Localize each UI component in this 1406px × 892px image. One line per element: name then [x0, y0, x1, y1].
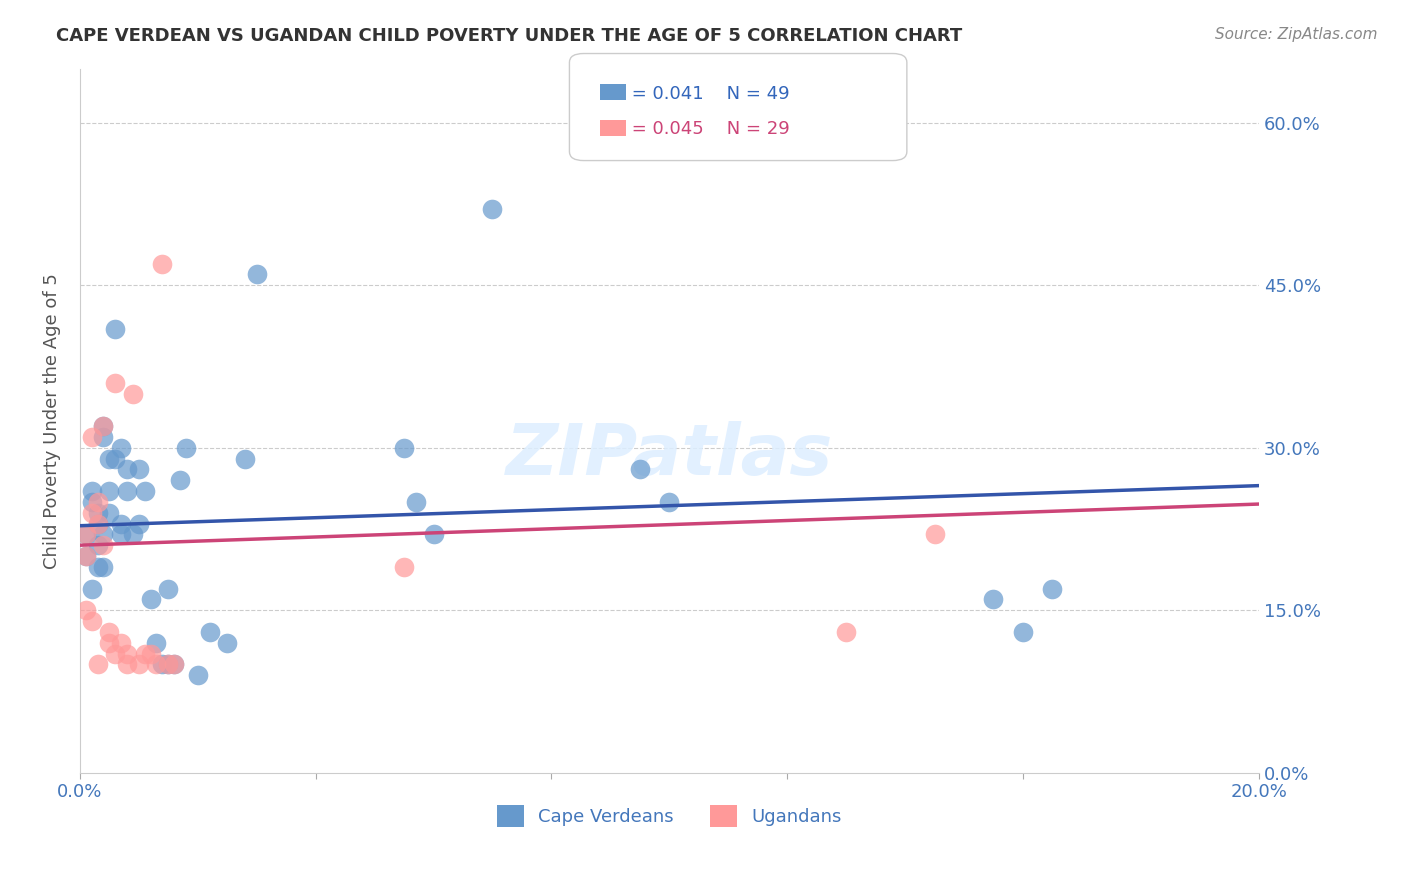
Point — [75, 603, 97, 617]
Point — [80, 495, 103, 509]
Point — [246, 268, 269, 282]
Point — [98, 636, 121, 650]
Point — [163, 657, 186, 672]
Point — [481, 202, 503, 217]
Point — [139, 592, 162, 607]
Point — [628, 462, 651, 476]
Point — [128, 462, 150, 476]
Point — [98, 484, 121, 499]
Point — [134, 484, 156, 499]
Point — [217, 636, 239, 650]
Point — [86, 516, 108, 531]
Point — [86, 495, 108, 509]
Point — [139, 647, 162, 661]
Point — [233, 451, 256, 466]
Point — [983, 592, 1005, 607]
Point — [110, 516, 132, 531]
Y-axis label: Child Poverty Under the Age of 5: Child Poverty Under the Age of 5 — [44, 273, 60, 568]
Point — [115, 657, 138, 672]
Point — [110, 527, 132, 541]
Text: ZIPatlas: ZIPatlas — [506, 421, 832, 491]
Point — [93, 419, 115, 434]
Point — [86, 506, 108, 520]
Point — [75, 527, 97, 541]
Point — [1042, 582, 1064, 596]
Point — [93, 430, 115, 444]
Point — [835, 624, 858, 639]
Text: Source: ZipAtlas.com: Source: ZipAtlas.com — [1215, 27, 1378, 42]
Point — [115, 462, 138, 476]
Point — [187, 668, 209, 682]
Point — [93, 419, 115, 434]
Point — [163, 657, 186, 672]
Point — [98, 451, 121, 466]
Point — [86, 560, 108, 574]
Point — [110, 636, 132, 650]
Point — [93, 538, 115, 552]
Point — [169, 473, 191, 487]
Point — [128, 516, 150, 531]
Point — [75, 549, 97, 563]
Point — [104, 321, 127, 335]
Point — [157, 657, 180, 672]
Point — [86, 516, 108, 531]
Point — [924, 527, 946, 541]
Point — [93, 560, 115, 574]
Point — [80, 506, 103, 520]
Point — [122, 386, 145, 401]
Point — [104, 647, 127, 661]
Point — [128, 657, 150, 672]
Text: R = 0.045    N = 29: R = 0.045 N = 29 — [602, 120, 790, 138]
Point — [80, 430, 103, 444]
Point — [98, 506, 121, 520]
Point — [93, 527, 115, 541]
Point — [174, 441, 197, 455]
Point — [110, 441, 132, 455]
Point — [422, 527, 444, 541]
Point — [658, 495, 681, 509]
Point — [150, 657, 173, 672]
Point — [134, 647, 156, 661]
Point — [86, 538, 108, 552]
Point — [157, 657, 180, 672]
Point — [80, 484, 103, 499]
Point — [1012, 624, 1035, 639]
Point — [150, 256, 173, 270]
Point — [145, 657, 167, 672]
Text: R = 0.041    N = 49: R = 0.041 N = 49 — [602, 85, 789, 103]
Point — [104, 376, 127, 390]
Point — [98, 624, 121, 639]
Point — [122, 527, 145, 541]
Point — [198, 624, 221, 639]
Point — [405, 495, 427, 509]
Point — [115, 647, 138, 661]
Text: CAPE VERDEAN VS UGANDAN CHILD POVERTY UNDER THE AGE OF 5 CORRELATION CHART: CAPE VERDEAN VS UGANDAN CHILD POVERTY UN… — [56, 27, 963, 45]
Legend: Cape Verdeans, Ugandans: Cape Verdeans, Ugandans — [489, 797, 849, 834]
Point — [75, 527, 97, 541]
Point — [157, 582, 180, 596]
Point — [75, 549, 97, 563]
Point — [115, 484, 138, 499]
Point — [86, 657, 108, 672]
Point — [80, 614, 103, 628]
Point — [392, 560, 415, 574]
Point — [392, 441, 415, 455]
Point — [80, 582, 103, 596]
Point — [145, 636, 167, 650]
Point — [104, 451, 127, 466]
